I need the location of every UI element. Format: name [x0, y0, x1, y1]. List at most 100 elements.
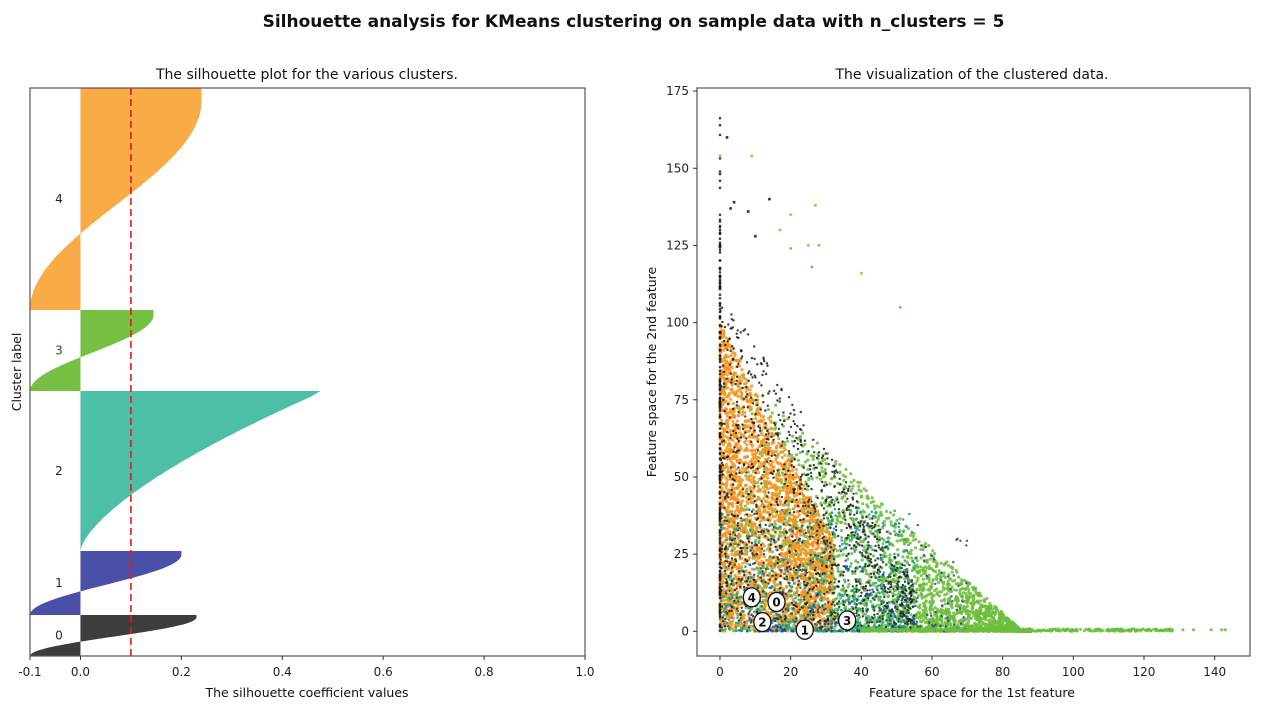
scatter-point [834, 459, 838, 463]
scatter-point [947, 611, 952, 615]
scatter-point [916, 605, 921, 609]
scatter-point [819, 477, 823, 481]
scatter-point [963, 587, 967, 592]
scatter-point [993, 619, 997, 623]
scatter-point [756, 437, 760, 441]
scatter-point [786, 629, 790, 633]
scatter-point [758, 419, 762, 423]
silhouette-bands [30, 88, 321, 656]
scatter-point [939, 575, 943, 580]
scatter-point [798, 451, 802, 455]
scatter-point [967, 594, 971, 598]
scatter-point [875, 603, 879, 608]
scatter-point [823, 585, 827, 589]
scatter-point [763, 474, 767, 478]
scatter-point [772, 503, 777, 507]
scatter-point [843, 539, 847, 543]
scatter-point [860, 558, 864, 562]
scatter-point [978, 620, 982, 624]
scatter-point [982, 622, 986, 626]
scatter-point [756, 484, 760, 488]
scatter-point [777, 518, 781, 522]
scatter-point [763, 602, 768, 606]
scatter-point [946, 564, 951, 568]
scatter-point [901, 555, 905, 559]
scatter-point [925, 582, 929, 586]
scatter-point [789, 517, 794, 521]
scatter-point [961, 609, 965, 613]
scatter-point [724, 483, 729, 487]
scatter-point [883, 519, 887, 523]
scatter-point [787, 500, 791, 505]
scatter-point [863, 612, 868, 616]
scatter-point [754, 393, 758, 397]
scatter-point [839, 520, 844, 524]
scatter-point [890, 559, 894, 563]
silhouette-y-label: Cluster label [9, 333, 24, 412]
scatter-point [744, 523, 748, 528]
scatter-point [743, 549, 747, 553]
scatter-point [815, 476, 819, 480]
scatter-point [759, 488, 763, 492]
scatter-point [777, 462, 781, 466]
scatter-point [752, 479, 757, 483]
scatter-point [919, 556, 923, 560]
scatter-point [784, 539, 788, 543]
scatter-point [870, 496, 874, 500]
scatter-point [885, 509, 889, 513]
silhouette-band-2 [80, 391, 321, 551]
scatter-point [952, 614, 956, 619]
scatter-point [748, 485, 752, 489]
cluster-scatter-plot: The visualization of the clustered data.… [644, 67, 1251, 700]
scatter-point [928, 601, 932, 605]
scatter-point [730, 552, 734, 556]
scatter-point [746, 448, 750, 452]
scatter-point [728, 503, 732, 507]
scatter-point [828, 533, 832, 537]
silhouette-band-1 [30, 551, 182, 615]
scatter-point [830, 538, 834, 543]
scatter-point [764, 445, 768, 449]
scatter-point [948, 589, 953, 594]
scatter-point [880, 502, 884, 506]
scatter-point [744, 483, 748, 487]
scatter-point [945, 592, 949, 596]
scatter-point [740, 413, 745, 417]
scatter-point [784, 496, 788, 500]
scatter-point [767, 510, 771, 515]
scatter-point [749, 474, 753, 478]
scatter-point [872, 504, 877, 508]
scatter-point [728, 408, 732, 412]
scatter-point [921, 548, 925, 552]
scatter-point [726, 615, 731, 619]
scatter-point [991, 616, 995, 620]
figure-suptitle: Silhouette analysis for KMeans clusterin… [262, 12, 1005, 32]
scatter-point [753, 556, 757, 560]
scatter-point [871, 554, 876, 558]
scatter-point [915, 579, 920, 583]
scatter-point [931, 600, 936, 604]
scatter-point [931, 578, 935, 582]
scatter-point [737, 379, 741, 383]
scatter-point [775, 583, 780, 587]
scatter-point [748, 388, 752, 392]
scatter-point [738, 431, 742, 435]
scatter-point [762, 451, 766, 455]
scatter-point [726, 426, 730, 430]
scatter-point [916, 615, 921, 619]
scatter-point [851, 484, 855, 488]
scatter-point [889, 511, 893, 515]
scatter-point [744, 520, 748, 525]
scatter-point [773, 522, 777, 526]
scatter-point [952, 618, 956, 622]
scatter-point [861, 502, 865, 506]
scatter-point [773, 507, 778, 511]
scatter-point [883, 551, 887, 555]
scatter-point [906, 555, 910, 560]
scatter-point [922, 604, 926, 609]
scatter-points [718, 116, 1227, 633]
scatter-point [740, 499, 745, 503]
scatter-point [936, 580, 941, 585]
scatter-point [722, 599, 726, 603]
scatter-point [984, 618, 988, 622]
